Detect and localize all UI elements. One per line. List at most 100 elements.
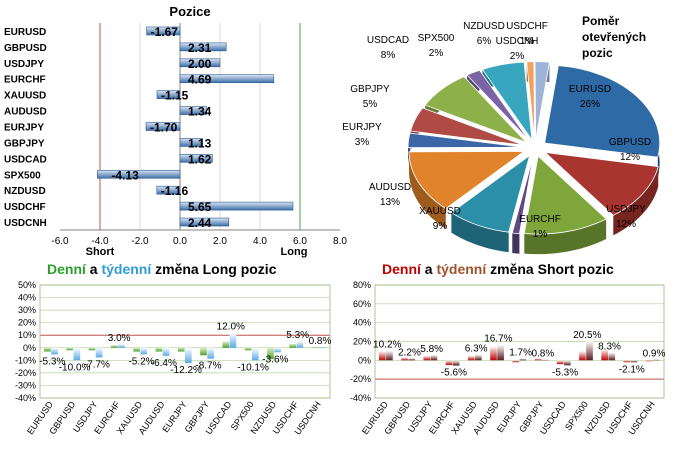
pie-label: XAUUSD	[419, 206, 461, 217]
change-chart-title: Denní a týdenní změna Long pozic	[47, 261, 277, 277]
daily-bar	[267, 347, 274, 360]
data-label: 6.3%	[465, 343, 488, 354]
data-label: -8.7%	[195, 361, 221, 372]
pie-pct: 1%	[533, 229, 548, 240]
change-chart-title: Denní a týdenní změna Short pozic	[382, 261, 614, 277]
category-label: USDCHF	[4, 202, 46, 213]
daily-bar	[66, 347, 74, 351]
category-label: NZDUSD	[4, 186, 46, 197]
weekly-bar	[563, 360, 571, 366]
pie-pct: 13%	[380, 197, 400, 208]
pie-slice-side	[524, 218, 607, 255]
x-tick-label: 8.0	[333, 236, 347, 247]
daily-bar	[645, 360, 653, 362]
data-label: -2.1%	[619, 364, 645, 375]
daily-bar	[88, 347, 96, 351]
pie-label: EURUSD	[569, 84, 611, 95]
daily-bar	[222, 341, 230, 348]
daily-bar	[200, 347, 207, 356]
data-label: -10.1%	[237, 362, 269, 373]
pie-slice-side	[451, 212, 509, 253]
y-tick-label: 0%	[23, 343, 36, 353]
y-tick-label: 50%	[18, 280, 36, 290]
data-label: 3.0%	[108, 333, 131, 344]
y-tick-label: 80%	[353, 280, 371, 290]
value-label: 2.31	[188, 41, 212, 55]
pie-slice	[450, 154, 531, 233]
daily-bar	[44, 347, 51, 352]
pie-slice	[523, 155, 607, 235]
weekly-bar	[274, 347, 281, 353]
daily-bar	[289, 344, 297, 348]
pie-slice	[511, 156, 534, 235]
data-label: -6.4%	[151, 358, 177, 369]
value-label: -1.67	[151, 25, 179, 39]
value-label: 1.62	[188, 152, 212, 166]
weekly-bar	[162, 347, 170, 356]
pie-pct: 1%	[520, 36, 535, 47]
pie-label: SPX500	[418, 33, 455, 44]
position-bar	[179, 217, 230, 227]
pie-pct: 26%	[580, 99, 600, 110]
pie-slice	[410, 107, 524, 146]
y-tick-label: -30%	[15, 380, 36, 390]
y-tick-label: 40%	[353, 318, 371, 328]
weekly-bar	[519, 358, 527, 361]
open-positions-pie: EURUSD 26% GBPUSD 12% USDJPY 12% EURCHF 1% XAUUS…	[342, 14, 661, 255]
daily-bar	[556, 360, 564, 365]
weekly-bar	[630, 360, 638, 363]
category-label: USDCAD	[4, 154, 47, 165]
pie-slice-side	[409, 151, 446, 229]
weekly-bar	[408, 358, 416, 361]
x-tick-label: -6.0	[51, 236, 69, 247]
value-label: -4.13	[111, 168, 139, 182]
pie-title-line: pozic	[582, 46, 613, 60]
position-bar	[156, 90, 181, 99]
weekly-bar	[586, 341, 593, 361]
pie-title-line: Poměr	[582, 14, 620, 28]
pie-label: NZDUSD	[463, 21, 505, 32]
pie-pct: 2%	[429, 48, 444, 59]
daily-bar	[133, 347, 140, 352]
data-label: 8.3%	[598, 342, 621, 353]
weekly-bar	[430, 354, 438, 361]
data-label: 0.9%	[643, 348, 666, 359]
daily-bar	[177, 347, 185, 352]
plot-frame	[39, 284, 331, 399]
position-bar	[156, 185, 181, 195]
pie-slice	[543, 151, 659, 216]
value-label: -1.16	[161, 184, 189, 198]
value-label: 5.65	[188, 200, 212, 214]
category-label: EURUSD	[4, 27, 46, 38]
daily-bar	[490, 346, 497, 361]
data-label: -3.6%	[262, 354, 288, 365]
weekly-bar	[386, 350, 393, 361]
daily-bar	[467, 355, 475, 361]
daily-bar	[110, 345, 118, 348]
daily-bar	[401, 357, 408, 361]
value-label: 1.13	[188, 136, 212, 150]
daily-bar	[379, 350, 386, 361]
weekly-bar	[207, 347, 214, 359]
data-label: -5.3%	[39, 356, 65, 367]
title-part: týdenní	[436, 261, 487, 277]
daily-bar	[155, 347, 163, 352]
plot-frame	[374, 284, 665, 399]
data-label: -5.6%	[441, 368, 467, 379]
weekly-bar	[140, 347, 148, 355]
y-tick-label: 40%	[18, 293, 36, 303]
category-label: SPX500	[4, 170, 41, 181]
pie-pct: 3%	[355, 137, 370, 148]
y-tick-label: -10%	[15, 355, 36, 365]
title-part: a	[421, 261, 437, 277]
position-bar	[146, 26, 181, 36]
daily-bar	[445, 360, 453, 366]
pie-pct: 9%	[433, 221, 448, 232]
weekly-bar	[251, 347, 259, 361]
long-change-chart: Denní a týdenní změna Long pozic 50% 40% 30…	[15, 261, 331, 437]
pie-slice	[407, 132, 524, 149]
value-label: 2.44	[188, 216, 212, 230]
pie-slice-side	[512, 233, 520, 254]
data-label: -12.2%	[170, 365, 202, 376]
data-label: 10.2%	[373, 340, 401, 351]
